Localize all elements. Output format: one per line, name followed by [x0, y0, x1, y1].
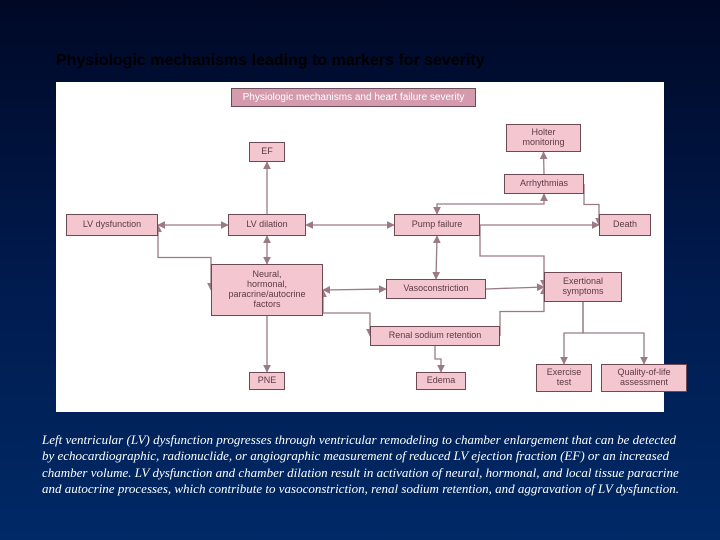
node-lvdil: LV dilation [228, 214, 306, 236]
node-arrh: Arrhythmias [504, 174, 584, 194]
node-pump: Pump failure [394, 214, 480, 236]
edge-arrh-death [584, 184, 599, 225]
edge-exert-qol [583, 302, 644, 364]
edge-vaso-exert [486, 287, 544, 289]
edge-arrh-holter [544, 152, 545, 174]
edge-exert-exercise [564, 302, 583, 364]
flowchart-diagram: Physiologic mechanisms and heart failure… [56, 82, 664, 412]
node-pne: PNE [249, 372, 285, 390]
node-vaso: Vasoconstriction [386, 279, 486, 299]
node-renal: Renal sodium retention [370, 326, 500, 346]
edge-pump-arrh [437, 194, 544, 214]
node-exercise: Exercise test [536, 364, 592, 392]
edge-neural-renal [323, 290, 370, 336]
node-death: Death [599, 214, 651, 236]
node-edema: Edema [416, 372, 466, 390]
node-neural: Neural, hormonal, paracrine/autocrine fa… [211, 264, 323, 316]
edge-neural-vaso [323, 289, 386, 290]
node-qol: Quality-of-life assessment [601, 364, 687, 392]
edge-lvdys-neural [158, 225, 211, 290]
slide-title: Physiologic mechanisms leading to marker… [56, 52, 485, 70]
node-ef: EF [249, 142, 285, 162]
slide-caption: Left ventricular (LV) dysfunction progre… [42, 432, 682, 497]
node-holter: Holter monitoring [506, 124, 581, 152]
edge-renal-exert [500, 287, 544, 336]
node-lvdys: LV dysfunction [66, 214, 158, 236]
edge-pump-exert [480, 225, 544, 287]
node-exert: Exertional symptoms [544, 272, 622, 302]
edge-pump-vaso [436, 236, 437, 279]
edge-renal-edema [435, 346, 441, 372]
diagram-title-banner: Physiologic mechanisms and heart failure… [231, 88, 476, 107]
